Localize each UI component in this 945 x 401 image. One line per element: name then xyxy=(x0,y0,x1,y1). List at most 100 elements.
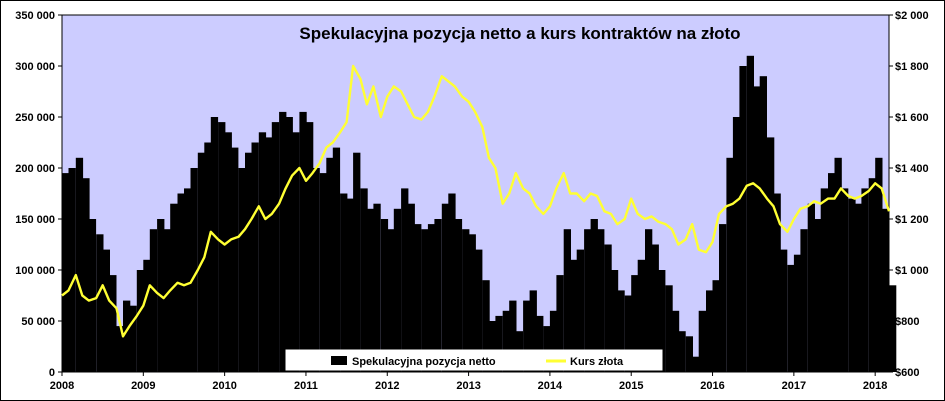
bar xyxy=(671,310,680,372)
bar xyxy=(848,198,856,372)
bar xyxy=(102,249,110,372)
bar xyxy=(780,249,788,372)
bar xyxy=(556,275,564,372)
bar xyxy=(434,219,442,372)
bar xyxy=(488,321,497,372)
x-tick-label: 2012 xyxy=(375,380,399,392)
bar xyxy=(570,259,578,372)
bar xyxy=(576,249,584,372)
y-left-tick-label: 300 000 xyxy=(15,61,55,73)
bar xyxy=(889,285,897,372)
bar xyxy=(800,229,808,372)
bar xyxy=(692,356,700,372)
bar xyxy=(373,203,381,372)
bar xyxy=(312,168,320,372)
bar xyxy=(306,122,314,372)
bar xyxy=(523,300,531,372)
bar xyxy=(299,111,307,373)
bar xyxy=(421,229,429,372)
x-tick-label: 2011 xyxy=(294,380,318,392)
bar xyxy=(462,229,470,372)
x-tick-label: 2013 xyxy=(456,380,480,392)
bar xyxy=(861,188,869,372)
x-tick-label: 2018 xyxy=(863,380,887,392)
x-tick-label: 2009 xyxy=(131,380,155,392)
x-tick-label: 2016 xyxy=(700,380,724,392)
bar xyxy=(719,224,727,372)
bar xyxy=(739,66,747,372)
bar xyxy=(468,234,476,372)
bar xyxy=(759,76,767,372)
bar xyxy=(563,229,571,372)
bar xyxy=(854,203,863,372)
bar xyxy=(346,198,354,372)
bar xyxy=(251,142,259,372)
bar xyxy=(68,168,76,372)
y-left-tick-label: 250 000 xyxy=(15,112,55,124)
legend-swatch-bar xyxy=(331,356,347,365)
x-tick-label: 2015 xyxy=(619,380,643,392)
bar xyxy=(123,300,131,372)
bar xyxy=(279,111,287,373)
x-tick-label: 2008 xyxy=(50,380,74,392)
legend-label-bar: Spekulacyjna pozycja netto xyxy=(352,356,496,368)
bar xyxy=(62,173,70,372)
legend: Spekulacyjna pozycja netto Kurs złota xyxy=(285,349,663,371)
bar xyxy=(536,315,544,372)
line-series-kurs-zlota xyxy=(61,64,891,338)
y-axis-right: $600 $800 $1 000 $1 200 $1 400 $1 600 $1 800 $2… xyxy=(889,10,929,379)
bar xyxy=(285,117,293,372)
bar xyxy=(529,290,537,372)
bar xyxy=(814,219,822,372)
y-left-tick-label: 0 xyxy=(49,367,55,379)
bar xyxy=(407,203,415,372)
bar xyxy=(624,295,632,372)
bar xyxy=(875,157,883,372)
bar xyxy=(265,137,273,372)
y-left-tick-label: 100 000 xyxy=(15,265,55,277)
bar xyxy=(184,188,192,372)
bar xyxy=(238,168,246,372)
bar xyxy=(96,234,104,372)
y-left-tick-label: 200 000 xyxy=(15,163,55,175)
bar xyxy=(753,86,761,373)
bar xyxy=(658,270,666,372)
y-right-tick-label: $600 xyxy=(895,367,919,379)
bar xyxy=(706,290,714,372)
y-right-tick-label: $1 000 xyxy=(895,265,929,277)
bar xyxy=(353,152,361,372)
bar xyxy=(773,193,781,372)
bar xyxy=(292,132,300,372)
bar xyxy=(177,193,185,372)
bar xyxy=(224,132,232,372)
bar xyxy=(143,259,151,372)
y-left-tick-label: 350 000 xyxy=(15,10,55,22)
bar xyxy=(590,219,598,372)
bar xyxy=(340,193,348,372)
bar xyxy=(685,336,693,372)
bar xyxy=(136,270,145,372)
bar xyxy=(163,229,171,372)
bar xyxy=(204,142,212,372)
y-right-tick-label: $1 200 xyxy=(895,214,929,226)
bar xyxy=(502,310,510,372)
bar xyxy=(807,203,815,372)
bar xyxy=(271,122,280,372)
bar xyxy=(427,224,436,372)
bar xyxy=(387,229,395,372)
bar xyxy=(604,244,612,372)
bar xyxy=(332,147,341,372)
y-right-tick-label: $1 600 xyxy=(895,112,929,124)
bar xyxy=(597,229,605,372)
bar xyxy=(149,229,158,372)
y-right-tick-label: $1 400 xyxy=(895,163,929,175)
bar xyxy=(109,275,117,372)
bar xyxy=(881,208,889,372)
bar xyxy=(380,219,389,372)
bar xyxy=(210,117,219,372)
bar xyxy=(726,157,734,372)
bar xyxy=(116,326,124,372)
bar xyxy=(549,310,558,372)
bar xyxy=(712,280,720,372)
